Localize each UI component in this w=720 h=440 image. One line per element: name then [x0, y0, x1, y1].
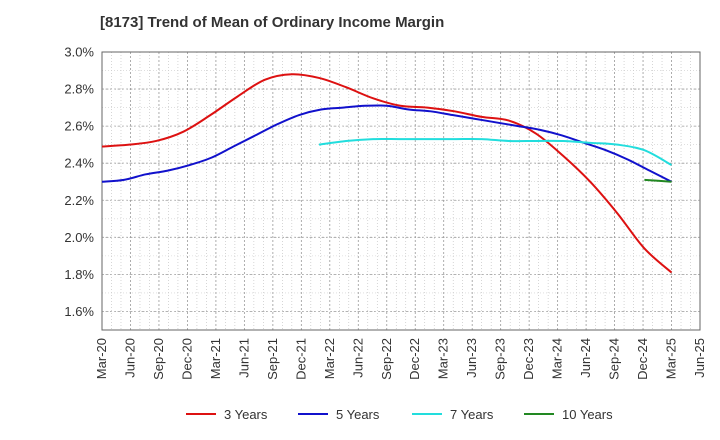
legend-label: 5 Years: [336, 407, 380, 422]
x-tick-label: Sep-22: [379, 338, 394, 380]
y-tick-label: 2.4%: [64, 156, 94, 171]
x-tick-label: Jun-25: [692, 338, 707, 378]
x-tick-label: Sep-20: [151, 338, 166, 380]
series-line-3-years: [101, 73, 673, 274]
x-tick-label: Sep-21: [265, 338, 280, 380]
x-tick-label: Jun-21: [236, 338, 251, 378]
x-tick-label: Dec-21: [293, 338, 308, 380]
x-tick-label: Mar-25: [664, 338, 679, 379]
x-tick-label: Dec-24: [635, 338, 650, 380]
chart-title: [8173] Trend of Mean of Ordinary Income …: [100, 14, 445, 31]
legend-label: 10 Years: [562, 407, 613, 422]
series-line-10-years: [644, 178, 672, 183]
series-line-7-years: [318, 137, 673, 166]
y-tick-label: 2.0%: [64, 230, 94, 245]
x-tick-label: Dec-23: [521, 338, 536, 380]
x-tick-label: Sep-23: [493, 338, 508, 380]
y-tick-label: 2.8%: [64, 82, 94, 97]
plot-frame: [101, 51, 701, 331]
x-tick-label: Mar-24: [550, 338, 565, 379]
x-tick-label: Sep-24: [607, 338, 622, 380]
x-tick-label: Jun-22: [350, 338, 365, 378]
x-tick-label: Jun-20: [122, 338, 137, 378]
plot-area: [102, 52, 700, 330]
series-line-5-years: [101, 104, 672, 183]
x-tick-label: Mar-21: [208, 338, 223, 379]
x-tick-label: Jun-23: [464, 338, 479, 378]
x-tick-label: Mar-20: [94, 338, 109, 379]
y-tick-label: 3.0%: [64, 45, 94, 60]
x-tick-label: Mar-23: [436, 338, 451, 379]
y-tick-label: 1.6%: [64, 304, 94, 319]
x-tick-label: Jun-24: [578, 338, 593, 378]
x-tick-label: Dec-22: [407, 338, 422, 380]
y-tick-label: 2.6%: [64, 119, 94, 134]
legend-label: 7 Years: [450, 407, 494, 422]
x-tick-label: Dec-20: [179, 338, 194, 380]
x-tick-label: Mar-22: [322, 338, 337, 379]
legend-label: 3 Years: [224, 407, 268, 422]
y-tick-label: 1.8%: [64, 267, 94, 282]
y-tick-label: 2.2%: [64, 193, 94, 208]
